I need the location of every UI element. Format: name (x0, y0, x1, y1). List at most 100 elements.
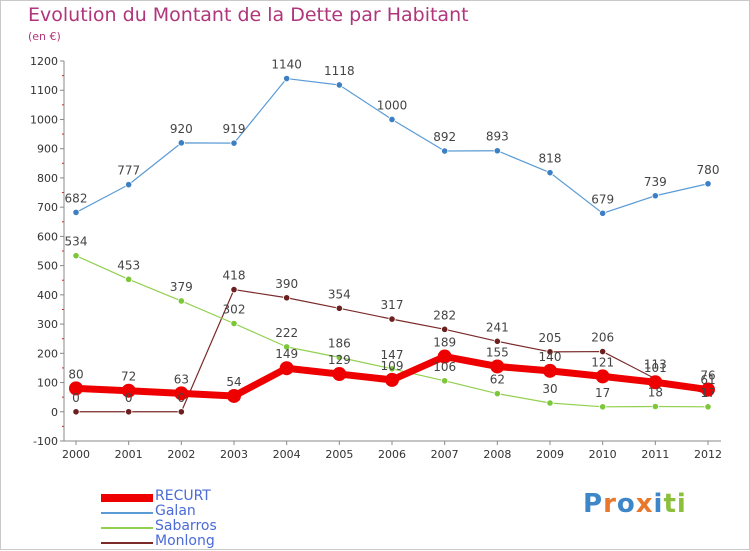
data-label-recurt: 109 (381, 359, 404, 373)
data-label-sabarros: 379 (170, 280, 193, 294)
data-label-sabarros: 147 (381, 348, 404, 362)
data-label-galan: 919 (223, 122, 246, 136)
legend-swatch (101, 512, 153, 514)
x-tick-label: 2002 (167, 448, 195, 461)
data-point-monlong (388, 315, 396, 323)
data-point-recurt (648, 375, 663, 390)
y-tick-label: 1000 (30, 113, 58, 126)
data-point-monlong (493, 337, 501, 345)
x-tick-label: 2011 (641, 448, 669, 461)
data-point-monlong (599, 347, 607, 356)
data-label-galan: 818 (539, 152, 562, 166)
data-label-recurt: 72 (121, 370, 136, 384)
data-label-monlong: 390 (275, 277, 298, 291)
data-point-sabarros (704, 403, 712, 411)
data-label-galan: 682 (65, 191, 88, 205)
data-point-galan (177, 139, 185, 147)
y-tick-label: 200 (37, 347, 58, 360)
data-label-monlong: 354 (328, 287, 351, 301)
data-point-recurt (595, 369, 610, 384)
x-tick-label: 2012 (694, 448, 722, 461)
data-label-galan: 777 (117, 164, 140, 178)
series-layer (69, 74, 715, 416)
data-label-galan: 739 (644, 175, 667, 189)
y-tick-label: 800 (37, 172, 58, 185)
y-tick-label: 400 (37, 289, 58, 302)
data-point-galan (335, 81, 343, 89)
logo-letter: o (616, 489, 636, 519)
data-label-galan: 780 (697, 163, 720, 177)
data-label-monlong: 113 (644, 358, 667, 372)
data-point-galan (283, 74, 291, 83)
data-point-monlong (72, 408, 80, 416)
logo-letter: i (653, 489, 664, 519)
data-label-recurt: 54 (226, 375, 241, 389)
data-label-monlong: 282 (433, 308, 456, 322)
data-label-galan: 892 (433, 130, 456, 144)
data-label-recurt: 189 (433, 336, 456, 350)
data-label-galan: 920 (170, 122, 193, 136)
y-tick-label: 1100 (30, 84, 58, 97)
data-label-galan: 1140 (271, 58, 302, 72)
data-point-galan (388, 115, 396, 124)
data-label-monlong: 206 (591, 331, 614, 345)
data-label-monlong: 61 (700, 373, 715, 387)
data-point-galan (651, 192, 659, 200)
data-label-monlong: 205 (539, 331, 562, 345)
x-tick-label: 2005 (325, 448, 353, 461)
data-point-galan (230, 139, 238, 147)
data-label-galan: 679 (591, 192, 614, 206)
data-point-recurt (174, 386, 189, 401)
data-point-monlong (125, 408, 133, 416)
data-label-sabarros: 17 (595, 386, 610, 400)
x-tick-label: 2010 (589, 448, 617, 461)
data-point-galan (704, 180, 712, 188)
data-label-sabarros: 30 (542, 382, 557, 396)
x-tick-label: 2007 (431, 448, 459, 461)
x-tick-label: 2000 (62, 448, 90, 461)
data-label-sabarros: 62 (490, 373, 505, 387)
data-label-recurt: 101 (644, 361, 667, 375)
data-point-sabarros (546, 399, 554, 407)
data-label-monlong: 0 (178, 391, 186, 405)
y-tick-label: 0 (51, 406, 58, 419)
y-tick-label: 600 (37, 230, 58, 243)
data-point-sabarros (72, 252, 80, 260)
data-label-monlong: 418 (223, 269, 246, 283)
data-label-galan: 1000 (377, 98, 408, 112)
y-tick-label: 900 (37, 143, 58, 156)
legend-label: Sabarros (155, 518, 217, 534)
data-label-monlong: 0 (72, 391, 80, 405)
chart-title: Evolution du Montant de la Dette par Hab… (28, 4, 469, 26)
data-point-recurt (227, 388, 241, 403)
data-point-sabarros (283, 343, 291, 351)
legend-swatch (101, 527, 153, 529)
logo-letter: r (603, 489, 617, 519)
x-tick-label: 2009 (536, 448, 564, 461)
legend-label: RECURT (155, 488, 211, 504)
data-point-sabarros (230, 319, 238, 328)
y-tick-label: -100 (33, 435, 58, 448)
data-point-recurt (543, 363, 557, 378)
data-point-monlong (230, 285, 238, 294)
data-point-galan (441, 147, 449, 155)
data-label-recurt: 149 (275, 347, 298, 361)
data-label-monlong: 317 (381, 298, 404, 312)
x-tick-label: 2003 (220, 448, 248, 461)
data-label-sabarros: 453 (117, 258, 140, 272)
data-label-recurt: 121 (591, 355, 614, 369)
data-point-recurt (385, 372, 399, 387)
legend-label: Galan (155, 503, 196, 519)
data-point-recurt (279, 361, 294, 376)
data-label-recurt: 80 (68, 367, 83, 381)
y-tick-label: 300 (37, 318, 58, 331)
data-label-monlong: 241 (486, 320, 509, 334)
data-point-sabarros (125, 275, 133, 283)
data-point-galan (72, 208, 80, 217)
data-label-recurt: 129 (328, 353, 351, 367)
data-point-galan (493, 147, 501, 155)
data-label-monlong: 0 (125, 391, 133, 405)
data-labels-layer: 0 0 0 418 390 354 317 282 241 205 206 113 61 534 453 37… (65, 58, 720, 405)
logo-letter: t (663, 489, 677, 519)
